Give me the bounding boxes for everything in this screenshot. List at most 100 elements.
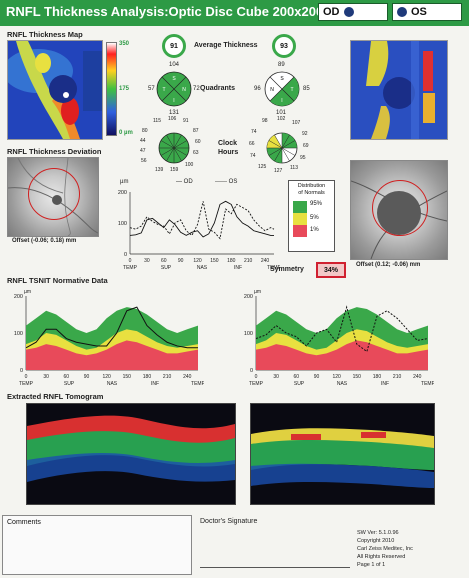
x-region-label: TEMP <box>267 265 280 271</box>
report-title: RNFL Thickness Analysis:Optic Disc Cube … <box>6 4 324 19</box>
svg-text:I: I <box>173 98 174 104</box>
x-region-label: INF <box>151 381 159 387</box>
od-clock-13: 80 <box>142 128 148 134</box>
od-clock-hours-chart <box>148 122 200 174</box>
scale-max-label: 350 <box>119 41 130 47</box>
svg-text:S: S <box>280 76 284 82</box>
x-tick-label: 60 <box>294 374 300 380</box>
od-disc-center <box>52 195 62 205</box>
os-clock-7: 113 <box>290 165 298 171</box>
x-tick-label: 0 <box>129 258 132 264</box>
od-clock-12: 44 <box>140 138 146 144</box>
series-od <box>129 200 274 238</box>
os-clock-9: 125 <box>258 164 267 170</box>
symmetry-value-box: 34% <box>316 262 346 278</box>
x-tick-label: 120 <box>102 374 111 380</box>
tomogram-label: Extracted RNFL Tomogram <box>7 392 104 401</box>
quadrants-label: Quadrants <box>200 85 236 92</box>
y-tick-label: 200 <box>118 190 127 196</box>
x-region-label: SUP <box>64 381 75 387</box>
x-region-label: TEMP <box>249 381 264 387</box>
x-tick-label: 90 <box>314 374 320 380</box>
clock-hours-label-2: Hours <box>218 149 239 156</box>
y-unit-label: µm <box>254 289 261 295</box>
y-tick-label: 100 <box>14 331 23 337</box>
od-clock-10: 56 <box>141 158 147 164</box>
od-clock-7: 100 <box>185 162 194 168</box>
x-tick-label: 0 <box>25 374 28 380</box>
x-tick-label: 30 <box>43 374 49 380</box>
os-clock-6: 95 <box>300 155 306 161</box>
os-clock-1: 98 <box>262 118 268 124</box>
x-tick-label: 150 <box>123 374 132 380</box>
legend-swatch-green <box>293 201 307 213</box>
x-region-label: NAS <box>107 381 118 387</box>
os-clock-hours-chart <box>256 122 308 174</box>
od-clock-2: 106 <box>168 116 177 122</box>
od-clock-6: 63 <box>193 150 199 156</box>
legend-swatch-red <box>293 225 307 237</box>
os-eye-icon <box>397 7 407 17</box>
od-label: OD <box>323 6 340 18</box>
os-deviation-ring <box>372 180 428 236</box>
x-tick-label: 120 <box>193 258 202 264</box>
y-tick-label: 200 <box>14 294 23 300</box>
od-average-value: 91 <box>170 42 178 50</box>
od-quad-top: 104 <box>169 62 180 68</box>
y-tick-label: 100 <box>118 221 127 227</box>
os-offset: Offset (0.12; -0.06) mm <box>356 262 421 268</box>
svg-text:N: N <box>182 87 186 93</box>
y-tick-label: 0 <box>20 368 23 374</box>
os-thickness-map <box>350 40 448 140</box>
x-region-label: NAS <box>197 265 208 271</box>
x-tick-label: 0 <box>255 374 258 380</box>
x-region-label: TEMP <box>421 381 434 387</box>
y-tick-label: 0 <box>250 368 253 374</box>
od-tomogram <box>26 403 236 505</box>
clock-hours-label-1: Clock <box>218 140 238 147</box>
svg-text:T: T <box>290 87 293 93</box>
symmetry-value: 34% <box>323 266 338 274</box>
od-clock-9: 139 <box>155 167 164 173</box>
od-clock-3: 91 <box>183 118 189 124</box>
od-clock-8: 159 <box>170 167 179 173</box>
od-quadrant-chart: S T N I <box>156 70 192 108</box>
x-tick-label: 120 <box>332 374 341 380</box>
x-tick-label: 90 <box>178 258 184 264</box>
signature-label: Doctor's Signature <box>200 518 258 525</box>
os-clock-3: 107 <box>292 120 301 126</box>
od-average-thickness: 91 <box>162 34 186 58</box>
od-quad-right: 72 <box>193 86 200 92</box>
series-od <box>25 306 198 349</box>
os-quadrant-chart: S N T I <box>264 70 300 108</box>
od-clock-5: 60 <box>195 139 201 145</box>
legend-95: 95% <box>310 201 323 207</box>
x-tick-label: 210 <box>163 374 172 380</box>
thickness-color-scale <box>106 42 117 136</box>
x-tick-label: 30 <box>144 258 150 264</box>
band-1pct <box>26 340 198 370</box>
series-os <box>255 305 429 353</box>
comments-box[interactable]: Comments <box>2 515 192 575</box>
distribution-legend: Distribution of Normals 95% 5% 1% <box>288 180 335 252</box>
x-tick-label: 150 <box>210 258 219 264</box>
od-offset: Offset (-0.06; 0.18) mm <box>12 238 77 244</box>
scale-mid-label: 175 <box>119 86 130 92</box>
legend-1: 1% <box>310 227 319 233</box>
x-region-label: SUP <box>294 381 305 387</box>
y-tick-label: 200 <box>244 294 253 300</box>
x-region-label: SUP <box>161 265 172 271</box>
od-clock-11: 47 <box>140 148 146 154</box>
od-clock-4: 87 <box>193 128 199 134</box>
os-clock-8: 127 <box>274 168 283 174</box>
profile-legend-os: ------ OS <box>215 179 238 185</box>
distribution-title-2: of Normals <box>298 190 325 196</box>
x-tick-label: 180 <box>227 258 236 264</box>
thickness-map-label: RNFL Thickness Map <box>7 30 83 39</box>
svg-text:I: I <box>281 98 282 104</box>
report-header <box>0 0 469 26</box>
os-quad-left: 96 <box>254 86 261 92</box>
od-quad-left: 57 <box>148 86 155 92</box>
x-tick-label: 180 <box>373 374 382 380</box>
